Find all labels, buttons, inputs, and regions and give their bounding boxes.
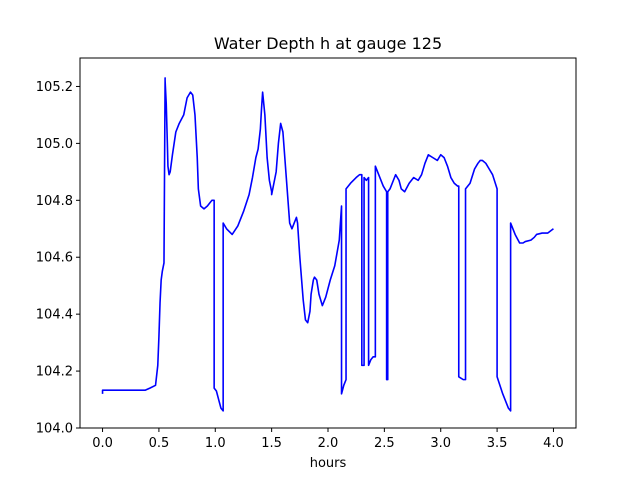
- x-tick-label: 4.0: [543, 436, 564, 451]
- x-tick-label: 2.0: [318, 436, 339, 451]
- x-tick-label: 3.0: [430, 436, 451, 451]
- x-axis-ticks: 0.0 0.5 1.0 1.5 2.0 2.5 3.0 3.5 4.0: [92, 428, 564, 451]
- series-line: [101, 77, 554, 412]
- y-tick-label: 104.2: [36, 365, 73, 380]
- x-axis-title: hours: [310, 456, 347, 471]
- x-tick-label: 3.5: [487, 436, 508, 451]
- y-tick-label: 104.8: [36, 194, 73, 209]
- y-tick-label: 105.2: [36, 80, 73, 95]
- x-tick-label: 0.5: [149, 436, 170, 451]
- chart-title: Water Depth h at gauge 125: [214, 34, 442, 53]
- x-tick-label: 0.0: [92, 436, 113, 451]
- y-axis-ticks: 104.0 104.2 104.4 104.6 104.8 105.0 105.2: [36, 80, 80, 437]
- x-tick-label: 1.0: [205, 436, 226, 451]
- y-tick-label: 104.6: [36, 251, 73, 266]
- x-tick-label: 2.5: [374, 436, 395, 451]
- y-tick-label: 104.4: [36, 308, 73, 323]
- plot-frame: [79, 57, 577, 429]
- y-tick-label: 104.0: [36, 422, 73, 437]
- x-tick-label: 1.5: [261, 436, 282, 451]
- y-tick-label: 105.0: [36, 137, 73, 152]
